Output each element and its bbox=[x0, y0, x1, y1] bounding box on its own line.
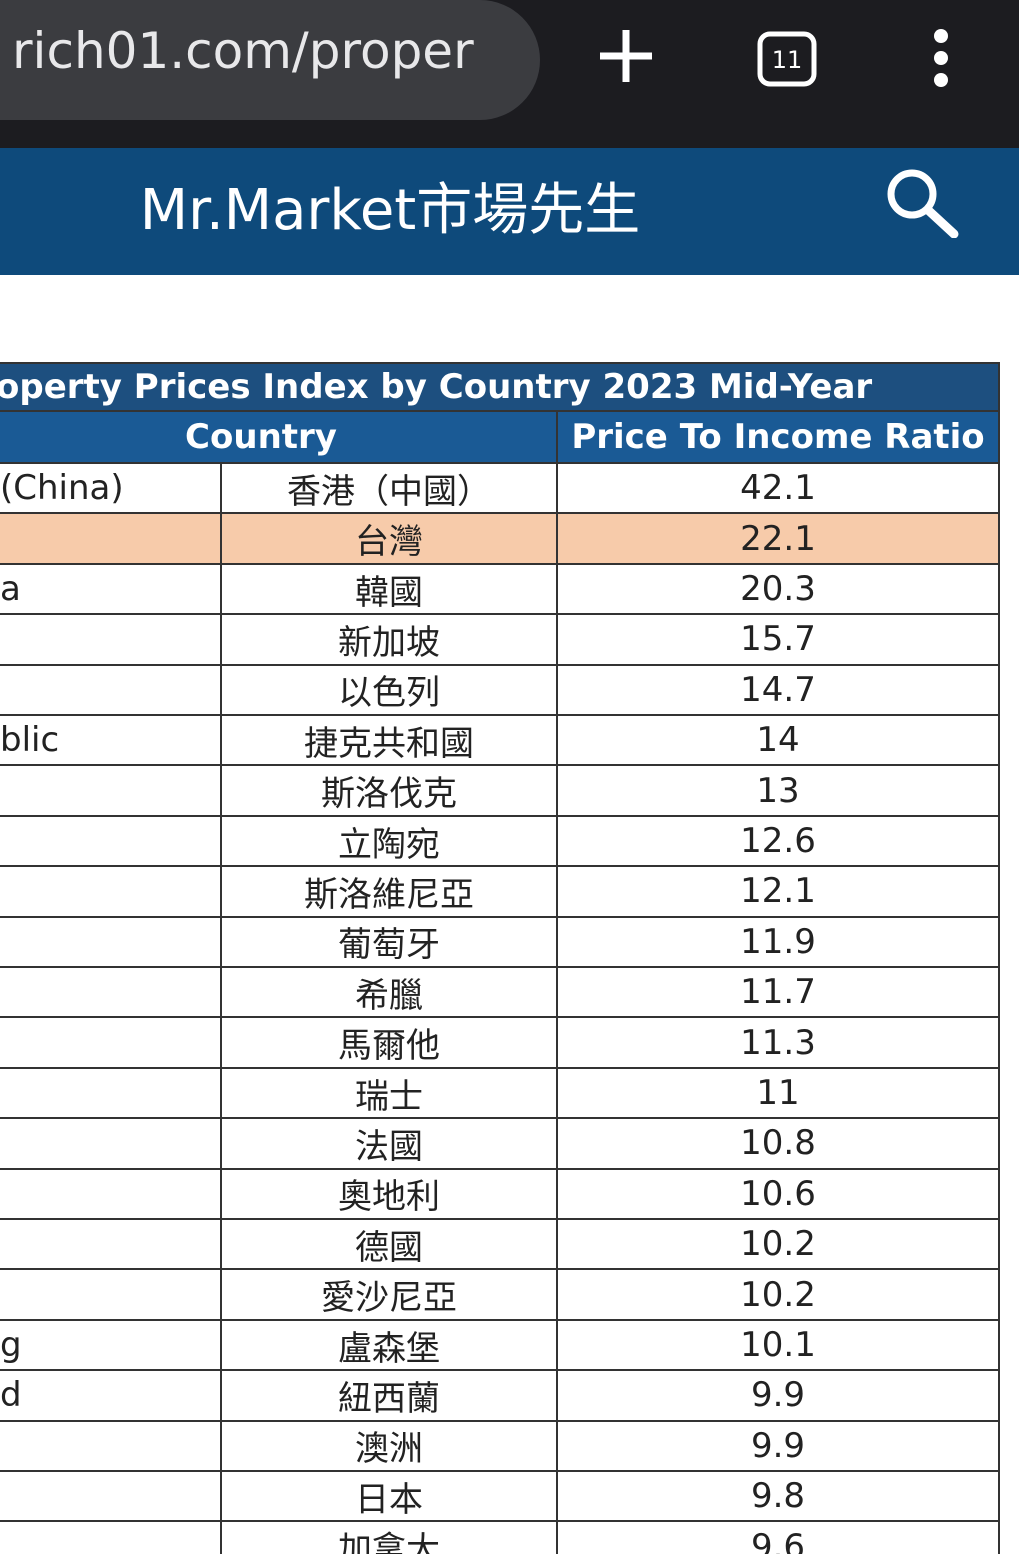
column-header: Price To Income Ratio bbox=[558, 412, 1000, 464]
country-en bbox=[0, 514, 222, 565]
ratio: 11 bbox=[558, 1068, 1000, 1120]
country-en bbox=[0, 1169, 222, 1220]
country-zh: 馬爾他 bbox=[222, 1018, 558, 1069]
ratio: 10.1 bbox=[558, 1320, 1000, 1372]
table-title: operty Prices Index by Country 2023 Mid-… bbox=[0, 362, 1000, 412]
country-en bbox=[0, 1220, 222, 1271]
country-zh: 盧森堡 bbox=[222, 1320, 558, 1372]
country-en bbox=[0, 917, 222, 968]
tab-count: 11 bbox=[772, 46, 803, 74]
country-en bbox=[0, 615, 222, 666]
ratio: 11.7 bbox=[558, 968, 1000, 1019]
column-header: Country bbox=[0, 412, 558, 464]
site-title[interactable]: Mr.Market市場先生 bbox=[139, 178, 641, 243]
new-tab-button[interactable] bbox=[596, 26, 656, 86]
country-zh: 愛沙尼亞 bbox=[222, 1270, 558, 1321]
ratio: 20.3 bbox=[558, 564, 1000, 616]
country-zh: 葡萄牙 bbox=[222, 917, 558, 968]
country-zh: 韓國 bbox=[222, 564, 558, 616]
ratio: 11.3 bbox=[558, 1018, 1000, 1069]
country-zh: 日本 bbox=[222, 1472, 558, 1523]
ratio: 13 bbox=[558, 766, 1000, 817]
ratio: 10.8 bbox=[558, 1119, 1000, 1170]
site-header bbox=[0, 148, 1019, 275]
search-button[interactable] bbox=[884, 166, 960, 238]
country-en: a bbox=[0, 564, 222, 616]
country-en bbox=[0, 665, 222, 716]
country-en bbox=[0, 766, 222, 817]
menu-button[interactable] bbox=[925, 28, 957, 88]
country-zh: 台灣 bbox=[222, 514, 558, 565]
address-bar[interactable] bbox=[0, 0, 540, 120]
country-zh: 法國 bbox=[222, 1119, 558, 1170]
country-en bbox=[0, 1522, 222, 1554]
country-zh: 加拿大 bbox=[222, 1522, 558, 1554]
country-en bbox=[0, 1472, 222, 1523]
country-en bbox=[0, 1119, 222, 1170]
country-en: g bbox=[0, 1320, 222, 1372]
country-zh: 香港（中國） bbox=[222, 464, 558, 515]
ratio: 22.1 bbox=[558, 514, 1000, 565]
country-zh: 德國 bbox=[222, 1220, 558, 1271]
country-en: d bbox=[0, 1371, 222, 1422]
country-zh: 希臘 bbox=[222, 968, 558, 1019]
country-en bbox=[0, 867, 222, 918]
country-en bbox=[0, 816, 222, 868]
country-en: (China) bbox=[0, 464, 222, 515]
ratio: 42.1 bbox=[558, 464, 1000, 515]
tab-switcher[interactable]: 11 bbox=[756, 30, 818, 88]
ratio: 12.6 bbox=[558, 816, 1000, 868]
ratio: 14.7 bbox=[558, 665, 1000, 716]
country-en: blic bbox=[0, 716, 222, 767]
ratio: 10.2 bbox=[558, 1220, 1000, 1271]
country-zh: 紐西蘭 bbox=[222, 1371, 558, 1422]
ratio: 9.8 bbox=[558, 1472, 1000, 1523]
ratio: 15.7 bbox=[558, 615, 1000, 666]
country-zh: 瑞士 bbox=[222, 1068, 558, 1120]
country-zh: 捷克共和國 bbox=[222, 716, 558, 767]
country-zh: 澳洲 bbox=[222, 1421, 558, 1472]
country-zh: 新加坡 bbox=[222, 615, 558, 666]
country-zh: 奧地利 bbox=[222, 1169, 558, 1220]
country-en bbox=[0, 1421, 222, 1472]
ratio: 10.6 bbox=[558, 1169, 1000, 1220]
ratio: 12.1 bbox=[558, 867, 1000, 918]
country-zh: 以色列 bbox=[222, 665, 558, 716]
ratio: 11.9 bbox=[558, 917, 1000, 968]
country-en bbox=[0, 1068, 222, 1120]
country-en bbox=[0, 1018, 222, 1069]
country-zh: 斯洛維尼亞 bbox=[222, 867, 558, 918]
ratio: 10.2 bbox=[558, 1270, 1000, 1321]
country-en bbox=[0, 1270, 222, 1321]
country-en bbox=[0, 968, 222, 1019]
url[interactable]: rich01.com/proper bbox=[12, 22, 474, 80]
ratio: 14 bbox=[558, 716, 1000, 767]
country-zh: 立陶宛 bbox=[222, 816, 558, 868]
ratio: 9.9 bbox=[558, 1421, 1000, 1472]
ratio: 9.9 bbox=[558, 1371, 1000, 1422]
country-zh: 斯洛伐克 bbox=[222, 766, 558, 817]
ratio: 9.6 bbox=[558, 1522, 1000, 1554]
